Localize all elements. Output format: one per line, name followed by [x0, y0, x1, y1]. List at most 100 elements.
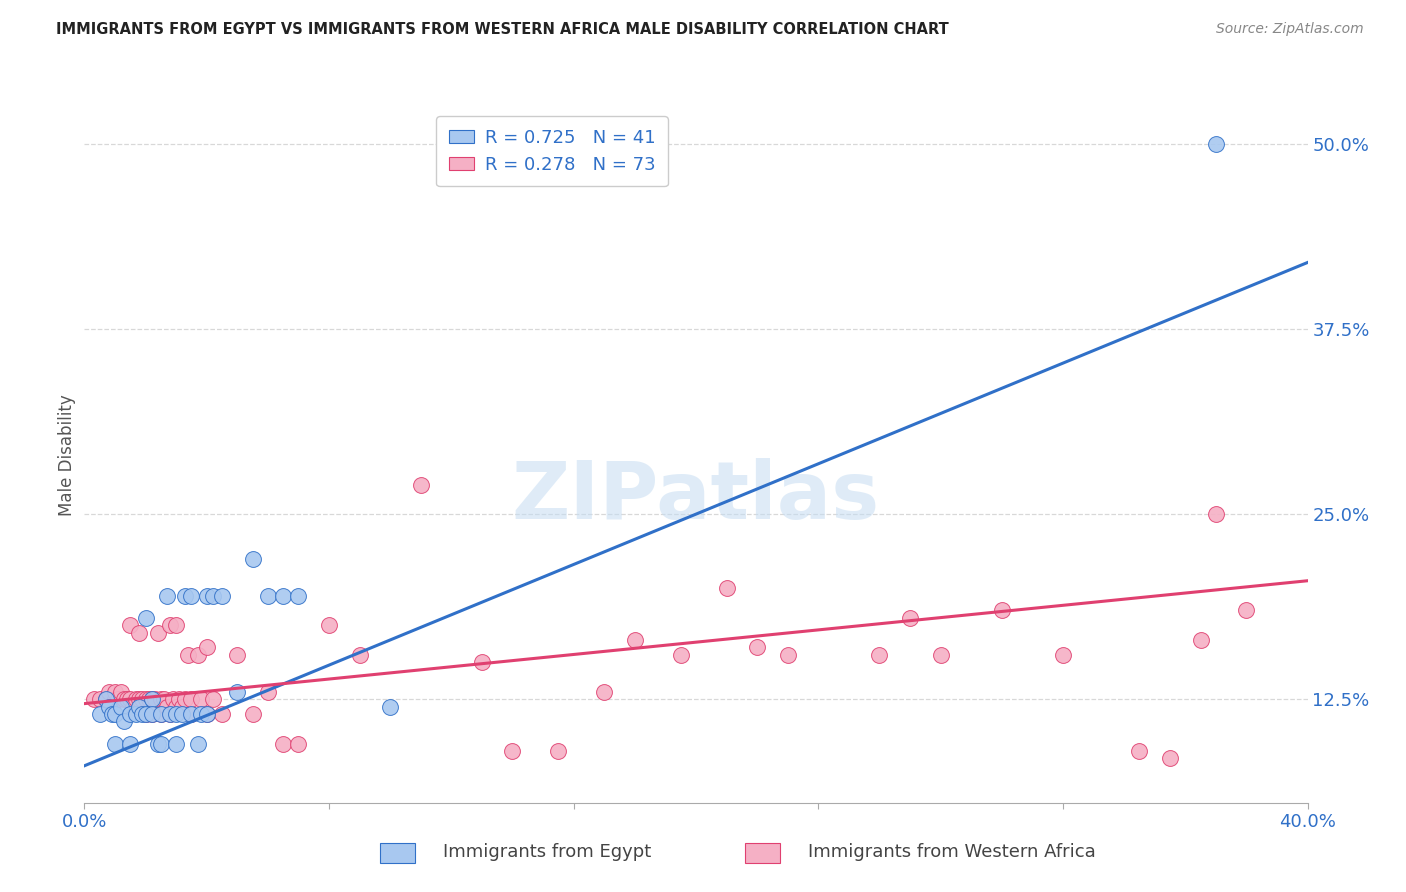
Point — [271, 737, 294, 751]
Point — [1205, 507, 1227, 521]
Point — [716, 581, 738, 595]
Point — [146, 625, 169, 640]
Point — [107, 692, 129, 706]
Point — [156, 699, 179, 714]
Point — [747, 640, 769, 655]
Point — [180, 706, 202, 721]
Point — [180, 589, 202, 603]
Point — [159, 706, 181, 721]
Point — [195, 706, 218, 721]
Point — [120, 692, 142, 706]
Point — [869, 648, 891, 662]
Point — [287, 589, 309, 603]
Point — [165, 618, 187, 632]
Point — [89, 692, 111, 706]
Point — [226, 648, 249, 662]
Point — [141, 692, 163, 706]
Point — [94, 692, 117, 706]
Point — [201, 589, 224, 603]
Point — [156, 589, 179, 603]
Point — [929, 648, 952, 662]
Point — [146, 737, 169, 751]
Point — [898, 611, 921, 625]
Point — [242, 551, 264, 566]
Text: Immigrants from Western Africa: Immigrants from Western Africa — [808, 843, 1097, 861]
Point — [149, 706, 172, 721]
Point — [257, 589, 280, 603]
Point — [120, 618, 142, 632]
Point — [257, 685, 280, 699]
Point — [165, 699, 187, 714]
Point — [125, 706, 148, 721]
Point — [97, 699, 120, 714]
Point — [180, 706, 202, 721]
Point — [180, 692, 202, 706]
Y-axis label: Male Disability: Male Disability — [58, 394, 76, 516]
Point — [165, 706, 187, 721]
Point — [349, 648, 371, 662]
Point — [97, 685, 120, 699]
Point — [104, 692, 127, 706]
Point — [135, 611, 157, 625]
Point — [101, 706, 124, 721]
Point — [1189, 632, 1212, 647]
Point — [143, 692, 166, 706]
Point — [190, 692, 212, 706]
Text: ZIPatlas: ZIPatlas — [512, 458, 880, 536]
Point — [318, 618, 340, 632]
Point — [120, 706, 142, 721]
Point — [195, 640, 218, 655]
Point — [195, 589, 218, 603]
Point — [776, 648, 799, 662]
Point — [110, 699, 132, 714]
Point — [159, 618, 181, 632]
Point — [104, 685, 127, 699]
Point — [593, 685, 616, 699]
Point — [141, 706, 163, 721]
Point — [669, 648, 692, 662]
Point — [195, 706, 218, 721]
Point — [122, 699, 145, 714]
Point — [1236, 603, 1258, 617]
Point — [94, 692, 117, 706]
Point — [104, 737, 127, 751]
Point — [547, 744, 569, 758]
Point — [1052, 648, 1074, 662]
Point — [149, 706, 172, 721]
Point — [112, 714, 135, 729]
Point — [141, 692, 163, 706]
Point — [201, 692, 224, 706]
Point — [186, 737, 208, 751]
Text: Immigrants from Egypt: Immigrants from Egypt — [443, 843, 651, 861]
Point — [991, 603, 1014, 617]
Point — [226, 685, 249, 699]
Point — [211, 706, 233, 721]
Point — [141, 706, 163, 721]
Point — [110, 685, 132, 699]
Point — [149, 692, 172, 706]
Point — [165, 737, 187, 751]
Point — [211, 589, 233, 603]
Point — [271, 589, 294, 603]
Legend: R = 0.725   N = 41, R = 0.278   N = 73: R = 0.725 N = 41, R = 0.278 N = 73 — [436, 116, 668, 186]
Point — [131, 692, 153, 706]
Point — [502, 744, 524, 758]
Point — [242, 706, 264, 721]
Point — [104, 706, 127, 721]
Point — [172, 699, 194, 714]
Point — [112, 692, 135, 706]
Point — [174, 589, 197, 603]
Point — [89, 706, 111, 721]
Text: Source: ZipAtlas.com: Source: ZipAtlas.com — [1216, 22, 1364, 37]
Point — [174, 692, 197, 706]
Point — [149, 737, 172, 751]
Point — [190, 706, 212, 721]
Point — [135, 706, 157, 721]
Point — [135, 706, 157, 721]
Point — [287, 737, 309, 751]
Point — [1128, 744, 1150, 758]
Point — [131, 706, 153, 721]
Point — [1159, 751, 1181, 765]
Point — [115, 692, 138, 706]
Point — [172, 706, 194, 721]
